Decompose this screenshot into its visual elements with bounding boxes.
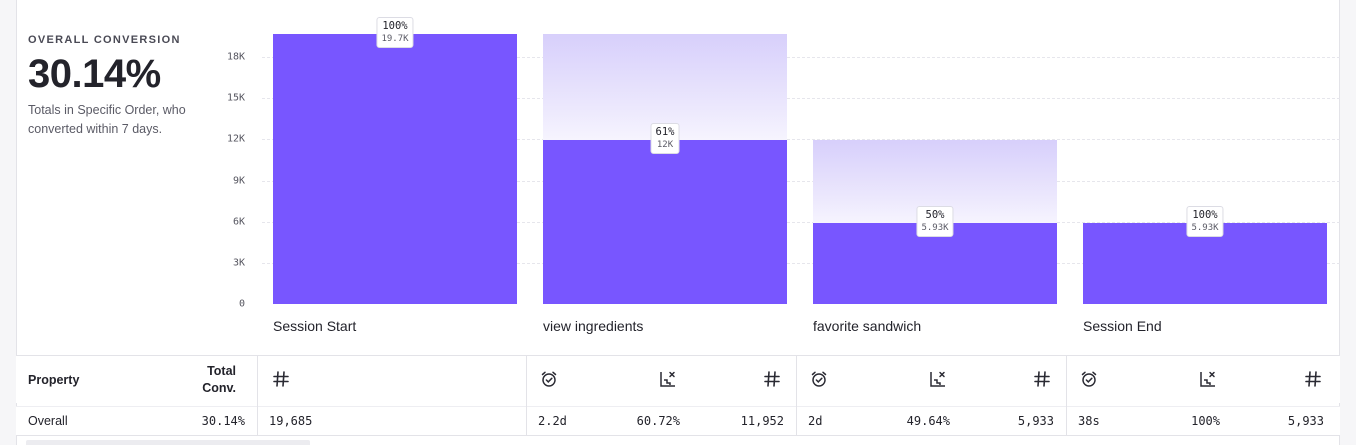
hash-icon[interactable] [272,370,290,388]
row-step2-conv: 60.72% [636,414,680,428]
alarm-check-icon[interactable] [1080,370,1098,388]
row-step2-time: 2.2d [538,414,567,428]
bar-data-label: 50% 5.93K [916,205,954,237]
row-step3-count: 5,933 [1017,414,1054,428]
row-step3-conv: 49.64% [906,414,950,428]
column-divider [257,356,258,435]
bar-percent-label: 61% [655,126,675,139]
total-conv-header-line1: Total [207,364,236,378]
conversion-bar[interactable] [273,34,517,304]
gridline [262,221,1340,223]
overall-conversion-label: OVERALL CONVERSION [28,34,181,46]
overall-conversion-summary: OVERALL CONVERSION 30.14% Totals in Spec… [28,34,188,139]
y-tick-label: 9K [232,175,245,187]
hash-icon[interactable] [1033,370,1051,388]
y-tick-label: 12K [226,133,245,145]
gridline [262,262,1340,264]
row-step2-count: 11,952 [740,414,784,428]
bar-percent-label: 50% [925,208,945,221]
chart-dropoff-icon[interactable] [929,370,947,388]
overall-conversion-value: 30.14% [28,52,161,96]
column-divider [1066,356,1067,435]
alarm-check-icon[interactable] [810,370,828,388]
y-tick-label: 3K [232,257,245,269]
step-label[interactable]: favorite sandwich [813,318,922,334]
bar-count-label: 12K [656,140,674,151]
row-property: Overall [28,414,68,428]
bar-count-label: 5.93K [1191,222,1219,233]
hash-icon[interactable] [1304,370,1322,388]
column-divider [526,356,527,435]
step-label[interactable]: Session End [1083,318,1162,334]
column-divider [796,356,797,435]
y-tick-label: 15K [226,92,245,104]
y-tick-label: 18K [226,51,245,63]
gridline [262,180,1340,182]
row-step3-time: 2d [808,414,823,428]
gridline [262,139,1340,141]
scrollbar-track[interactable] [26,440,310,445]
chart-dropoff-icon[interactable] [1199,370,1217,388]
funnel-table: Property Total Conv. Overall 30.14% 19,6… [16,355,1340,445]
row-step4-conv: 100% [1191,414,1220,428]
row-total-conv: 30.14% [201,414,245,428]
y-tick-label: 6K [232,216,245,228]
row-step4-count: 5,933 [1287,414,1324,428]
step-label[interactable]: Session Start [273,318,357,334]
dropoff-bar[interactable] [543,34,787,141]
alarm-check-icon[interactable] [540,370,558,388]
step-label[interactable]: view ingredients [543,318,644,334]
total-conv-header[interactable]: Total Conv. [196,363,236,397]
bar-count-label: 5.93K [921,222,949,233]
hash-icon[interactable] [763,370,781,388]
gridline [262,98,1340,100]
bar-percent-label: 100% [1192,208,1218,221]
conversion-bar[interactable] [543,140,787,304]
row-step4-time: 38s [1078,414,1100,428]
bar-data-label: 100% 5.93K [1186,205,1224,237]
bar-data-label: 61% 12K [650,123,680,155]
table-row[interactable]: Overall 30.14% 19,685 2.2d 60.72% 11,952… [16,406,1340,436]
bar-count-label: 19.7K [381,34,409,44]
row-step1-count: 19,685 [269,414,313,428]
bar-percent-label: 100% [382,20,408,32]
bar-data-label: 100% 19.7K [376,17,414,48]
property-header[interactable]: Property [28,373,80,387]
total-conv-header-line2: Conv. [202,381,236,395]
y-tick-label: 0 [238,298,245,310]
overall-conversion-description: Totals in Specific Order, who converted … [28,103,186,136]
gridline [262,57,1340,59]
chart-dropoff-icon[interactable] [659,370,677,388]
table-header: Property Total Conv. [16,356,1340,403]
